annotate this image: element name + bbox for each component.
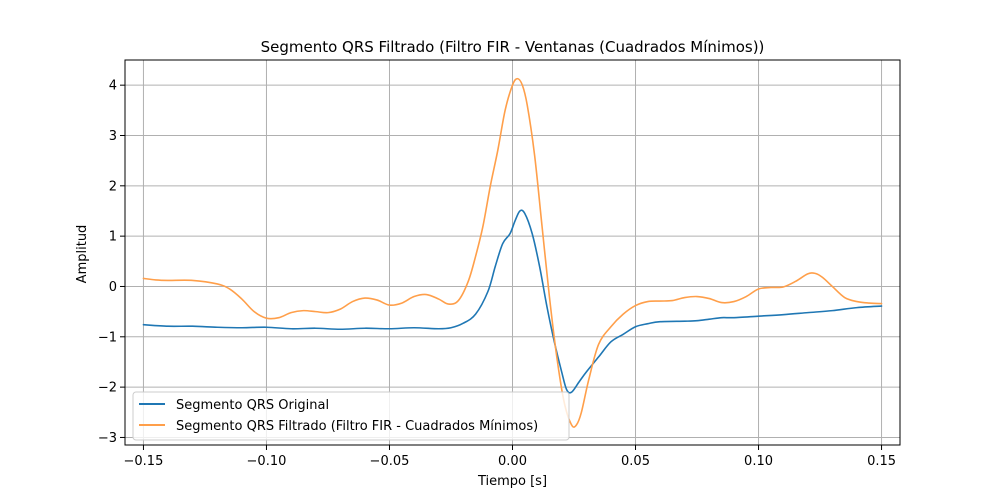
- legend-label-filtered: Segmento QRS Filtrado (Filtro FIR - Cuad…: [176, 419, 538, 434]
- series-line-filtered: [142, 77, 883, 428]
- ticks: −0.15 −0.10 −0.05 0.00 0.05 0.10 0.15 −3 −2 −1 0 1 2…: [98, 79, 896, 469]
- y-tick-label-5: 2: [109, 179, 117, 194]
- chart-title: Segmento QRS Filtrado (Filtro FIR - Vent…: [261, 38, 765, 56]
- x-tick-label-2: −0.05: [370, 454, 410, 469]
- x-tick-label-3: 0.00: [498, 454, 527, 469]
- legend-label-original: Segmento QRS Original: [176, 398, 329, 413]
- x-tick-label-4: 0.05: [621, 454, 650, 469]
- legend-box: [132, 391, 570, 441]
- x-tick-label-6: 0.15: [867, 454, 896, 469]
- series-layer: [142, 77, 883, 428]
- series-line-original: [142, 209, 883, 394]
- x-tick-label-1: −0.10: [247, 454, 287, 469]
- y-tick-label-1: −2: [98, 381, 117, 396]
- y-tick-label-4: 1: [109, 230, 117, 245]
- y-tick-label-2: −1: [98, 330, 117, 345]
- y-tick-label-6: 3: [109, 129, 117, 144]
- x-axis-label: Tiempo [s]: [477, 474, 547, 489]
- y-tick-label-0: −3: [98, 431, 117, 446]
- y-tick-label-3: 0: [109, 280, 117, 295]
- x-tick-label-0: −0.15: [124, 454, 164, 469]
- x-tick-label-5: 0.10: [744, 454, 773, 469]
- y-tick-label-7: 4: [109, 79, 117, 94]
- legend: Segmento QRS Original Segmento QRS Filtr…: [132, 391, 570, 441]
- y-axis-label: Amplitud: [75, 225, 90, 284]
